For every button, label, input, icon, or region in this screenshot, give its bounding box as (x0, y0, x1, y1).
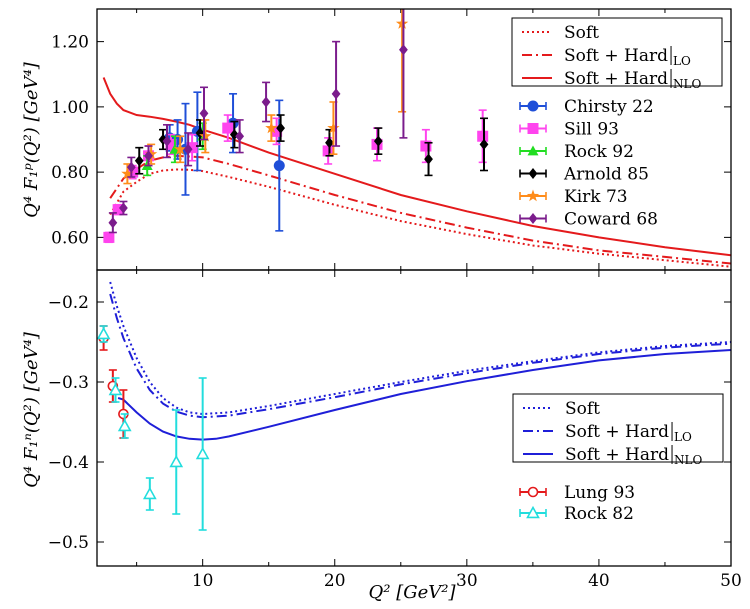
point-rock-82 (142, 486, 157, 500)
legend-label: Soft (565, 399, 600, 419)
point-coward-68 (331, 88, 341, 100)
curve-soft-hard-nlo (117, 349, 731, 441)
curve-legend-box (511, 17, 723, 87)
legend-series-marker (527, 123, 539, 134)
legend-series-label: Sill 93 (564, 120, 619, 140)
legend-series-marker (528, 168, 538, 179)
y-tick-label: 0.60 (51, 228, 89, 248)
point-arnold-85 (195, 127, 205, 139)
point-kirk-73 (265, 121, 278, 134)
point-rock-82 (169, 454, 184, 468)
y-tick-label: −0.2 (48, 293, 89, 313)
legend-series-marker (527, 100, 539, 112)
legend-series-label: Chirsty 22 (564, 97, 654, 117)
point-sill-93 (222, 122, 234, 134)
point-arnold-85 (479, 138, 489, 150)
legend-label: Soft + Hard (565, 445, 669, 465)
x-tick-label: 10 (192, 571, 214, 591)
point-arnold-85 (276, 122, 285, 134)
point-rock-82 (97, 326, 111, 340)
legend-series-label: Rock 92 (564, 142, 634, 162)
point-coward-68 (183, 143, 193, 155)
legend-series-label: Arnold 85 (563, 165, 649, 185)
legend-series-label: Coward 68 (564, 210, 658, 230)
point-sill-93 (271, 125, 283, 137)
point-coward-68 (126, 161, 136, 173)
point-kirk-73 (174, 142, 187, 155)
y-tick-label: 0.80 (51, 163, 89, 183)
legend-series-label: Kirk 73 (564, 187, 628, 207)
point-sill-93 (420, 140, 432, 152)
point-rock-82 (195, 446, 210, 460)
y-tick-label: 1.00 (51, 98, 89, 118)
bottom-panel: 10 20 30 40 50 −0.5 −0.4 −0.3 −0.2 Soft Soft + Har… (48, 269, 742, 591)
point-coward-68 (162, 135, 172, 147)
point-coward-68 (119, 202, 128, 214)
legend-series-marker (527, 145, 539, 156)
curves (109, 281, 731, 441)
point-sill-93 (112, 204, 124, 216)
data-points (97, 325, 210, 531)
point-arnold-85 (373, 135, 383, 147)
point-coward-68 (399, 44, 408, 56)
legend-series-marker (526, 505, 540, 519)
legend-series-marker (526, 189, 540, 202)
legend-subscript: LO (674, 430, 692, 444)
legend-subscript: LO (673, 54, 691, 68)
x-axis-title: Q² [GeV²] (369, 582, 457, 603)
y-tick-label: −0.5 (48, 533, 89, 553)
legend-series-label: Rock 82 (564, 504, 634, 524)
point-arnold-85 (134, 155, 144, 167)
x-tick-label: 20 (324, 571, 346, 591)
legend-series-marker (528, 213, 538, 224)
point-rock-82 (108, 382, 123, 396)
point-sill-93 (186, 142, 198, 154)
point-kirk-73 (199, 129, 212, 142)
x-tick-label: 40 (588, 571, 610, 591)
x-tick-label: 50 (720, 571, 742, 591)
point-kirk-73 (121, 167, 134, 179)
legend-subscript: NLO (673, 77, 701, 91)
legend-label: Soft + Hard (565, 422, 669, 442)
legend-label: Soft + Hard (564, 46, 668, 66)
point-arnold-85 (424, 153, 433, 165)
legend-subscript: NLO (674, 453, 702, 467)
point-sill-93 (165, 138, 177, 150)
x-tick-label: 30 (456, 571, 478, 591)
legend-series-marker (527, 486, 539, 498)
point-sill-93 (322, 145, 334, 157)
bottom-y-axis-title: Q⁴ F₁ⁿ(Q²) [GeV⁴] (21, 331, 42, 488)
top-y-axis-title: Q⁴ F₁ᵖ(Q²) [GeV⁴] (21, 61, 42, 218)
point-coward-68 (235, 130, 245, 142)
point-kirk-73 (327, 121, 340, 134)
point-chirsty-22 (273, 160, 285, 172)
point-kirk-73 (145, 147, 158, 160)
y-tick-label: 1.20 (51, 33, 89, 53)
point-coward-68 (199, 107, 209, 119)
data-points (103, 9, 489, 244)
point-sill-93 (103, 231, 115, 243)
point-coward-68 (108, 217, 118, 229)
curve-soft (109, 281, 731, 416)
point-rock-82 (117, 418, 132, 432)
point-coward-68 (261, 96, 271, 108)
top-panel: 0.60 0.80 1.00 1.20 Soft Soft + Hard LO Soft + … (51, 8, 732, 271)
y-tick-label: −0.3 (48, 373, 89, 393)
plot-frame (96, 269, 732, 567)
legend-label: Soft (564, 23, 599, 43)
curve-legend-box (512, 393, 724, 463)
point-kirk-73 (395, 17, 409, 29)
y-tick-label: −0.4 (48, 453, 89, 473)
legend-series-label: Lung 93 (564, 483, 635, 503)
point-coward-68 (144, 150, 153, 162)
legend-label: Soft + Hard (564, 69, 668, 89)
point-sill-93 (477, 130, 489, 142)
point-arnold-85 (325, 137, 334, 149)
